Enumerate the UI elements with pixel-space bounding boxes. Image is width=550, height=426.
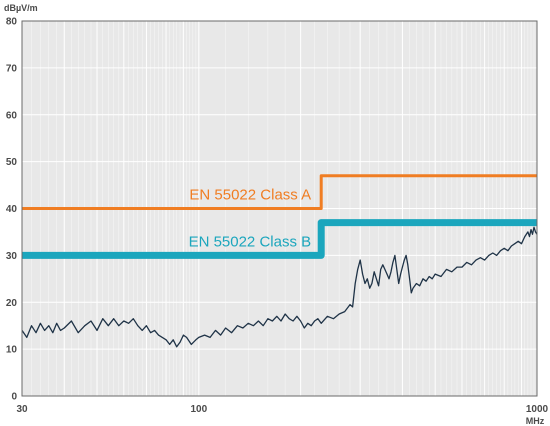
limit-label-class-a: EN 55022 Class A: [189, 187, 311, 204]
y-tick-label: 50: [6, 157, 18, 168]
y-tick-label: 40: [6, 204, 18, 215]
limit-label-class-b: EN 55022 Class B: [189, 233, 312, 250]
y-tick-label: 10: [6, 345, 18, 356]
plot-border: [21, 20, 538, 397]
x-axis-unit-label: MHz: [526, 416, 545, 426]
measurement-series-line: [21, 226, 538, 348]
y-tick-label: 30: [6, 251, 18, 262]
y-axis-unit-label: dBµV/m: [4, 3, 38, 13]
x-tick-label: 30: [16, 404, 28, 415]
y-tick-label: 20: [6, 298, 18, 309]
y-tick-label: 80: [6, 17, 18, 28]
limit-lines: EN 55022 Class A EN 55022 Class B: [22, 174, 537, 259]
limit-line-class-b: [22, 219, 537, 259]
x-tick-label: 100: [190, 404, 207, 415]
axis-ticks: 0 10 20 30 40 50 60 70 80 30 100 1000: [6, 17, 549, 416]
y-tick-label: 70: [6, 63, 18, 74]
x-tick-label: 1000: [526, 404, 549, 415]
limit-line-class-a: [22, 174, 537, 210]
y-tick-label: 0: [11, 392, 17, 403]
y-tick-label: 60: [6, 110, 18, 121]
